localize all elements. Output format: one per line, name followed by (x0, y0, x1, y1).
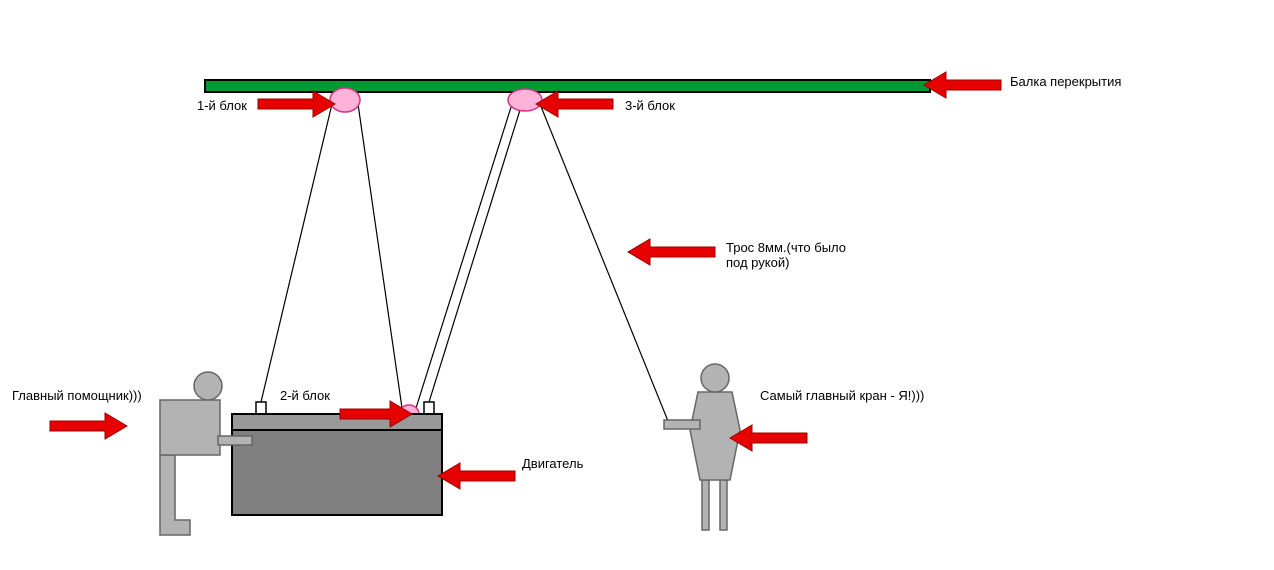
helper-body (160, 400, 220, 455)
label-block1: 1-й блок (197, 98, 247, 113)
hook-right (424, 402, 434, 414)
helper-head (194, 372, 222, 400)
puller-head (701, 364, 729, 392)
arrow-beam (924, 72, 1001, 98)
pulley-p3 (508, 89, 542, 111)
rope-segment (358, 104, 402, 408)
rope-segment (429, 110, 520, 402)
rope-segment (261, 104, 332, 402)
puller-leg (720, 480, 727, 530)
arrow-engine (438, 463, 515, 489)
label-engine: Двигатель (522, 456, 583, 471)
label-puller: Самый главный кран - Я!))) (760, 388, 924, 403)
hook-left (256, 402, 266, 414)
pulley-p1 (330, 88, 360, 112)
engine-block (232, 430, 442, 515)
label-block3: 3-й блок (625, 98, 675, 113)
ceiling-beam (205, 80, 930, 92)
puller-arm (664, 420, 700, 429)
arrow-block3 (536, 91, 613, 117)
helper-arm (218, 436, 252, 445)
puller-leg (702, 480, 709, 530)
label-cable: Трос 8мм.(что было под рукой) (726, 240, 846, 270)
arrow-block1 (258, 91, 335, 117)
helper-leg (160, 455, 190, 535)
rope-segment (416, 104, 512, 408)
label-block2: 2-й блок (280, 388, 330, 403)
arrow-helper (50, 413, 127, 439)
engine-top (232, 414, 442, 430)
arrow-puller (730, 425, 807, 451)
label-beam: Балка перекрытия (1010, 74, 1121, 89)
arrow-cable (628, 239, 715, 265)
label-helper: Главный помощник))) (12, 388, 142, 403)
